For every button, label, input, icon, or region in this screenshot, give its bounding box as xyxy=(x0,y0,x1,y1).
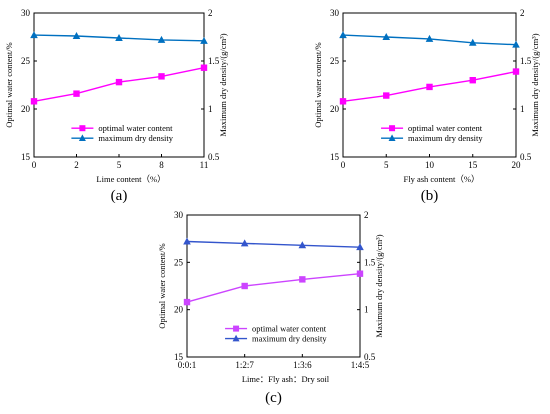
data-point-square xyxy=(73,90,80,97)
data-point-square xyxy=(299,276,306,283)
data-point-triangle xyxy=(339,31,347,39)
legend-label: optimal water content xyxy=(98,123,173,133)
y-left-tick-label: 25 xyxy=(21,56,31,66)
y-left-tick-label: 20 xyxy=(21,104,31,114)
panel-caption: (c) xyxy=(265,390,282,406)
series-line-2 xyxy=(186,240,361,248)
data-point-triangle xyxy=(183,237,191,245)
data-point-square xyxy=(339,98,347,105)
data-point-triangle xyxy=(382,33,391,40)
x-tick-label: 11 xyxy=(200,160,209,170)
legend-label: optimal water content xyxy=(252,324,327,334)
y-left-tick-label: 25 xyxy=(330,56,340,66)
legend-label: maximum dry density xyxy=(408,133,483,143)
x-tick-label: 2 xyxy=(74,160,79,170)
y-left-axis-label: Optimal water content/% xyxy=(313,42,323,127)
data-point-triangle xyxy=(512,40,520,48)
x-tick-label: 1:3:6 xyxy=(293,360,312,370)
data-point-triangle xyxy=(200,36,208,44)
legend-label: maximum dry density xyxy=(252,334,327,344)
data-point-square xyxy=(356,270,364,277)
y-left-tick-label: 30 xyxy=(174,210,184,220)
y-right-tick-label: 0.5 xyxy=(208,152,220,162)
series-line-1 xyxy=(186,273,361,303)
data-point-triangle xyxy=(425,34,434,42)
legend-label: optimal water content xyxy=(408,123,483,133)
data-point-triangle xyxy=(30,31,38,39)
y-right-tick-label: 1.5 xyxy=(520,56,532,66)
x-tick-label: 15 xyxy=(468,160,478,170)
y-right-tick-label: 2 xyxy=(364,210,369,220)
data-point-triangle xyxy=(468,38,477,46)
y-right-tick-label: 0.5 xyxy=(364,352,376,362)
y-left-tick-label: 15 xyxy=(330,152,340,162)
y-left-tick-label: 15 xyxy=(21,152,31,162)
y-right-tick-label: 0.5 xyxy=(520,152,532,162)
data-point-triangle xyxy=(298,241,307,249)
data-point-square xyxy=(158,73,165,80)
x-tick-label: 20 xyxy=(512,160,522,170)
data-point-triangle xyxy=(72,32,81,40)
x-axis-label: Lime：Fly ash：Dry soil xyxy=(242,374,330,384)
legend-marker-square xyxy=(233,325,240,332)
data-point-square xyxy=(469,77,476,84)
y-right-tick-label: 1.5 xyxy=(364,257,376,267)
y-left-tick-label: 30 xyxy=(21,8,31,18)
x-axis-label: Fly ash content（%） xyxy=(403,174,479,184)
y-right-axis-label: Maximum dry density/(g/cm³) xyxy=(530,33,540,136)
x-tick-label: 0:0:1 xyxy=(178,360,197,370)
panel-caption: (b) xyxy=(421,188,439,204)
legend-marker-triangle xyxy=(388,134,396,141)
data-point-triangle xyxy=(115,33,123,41)
y-left-tick-label: 15 xyxy=(174,352,184,362)
data-point-square xyxy=(183,298,191,306)
data-point-square xyxy=(30,98,38,105)
data-point-square xyxy=(200,64,208,71)
x-tick-label: 5 xyxy=(117,160,122,170)
data-point-triangle xyxy=(240,239,249,247)
panel-caption: (a) xyxy=(111,188,128,204)
x-tick-label: 0 xyxy=(341,160,346,170)
x-tick-label: 0 xyxy=(32,160,37,170)
data-point-triangle xyxy=(356,243,364,251)
data-point-square xyxy=(383,92,390,99)
data-point-square xyxy=(115,78,123,86)
legend-marker-square xyxy=(79,125,86,132)
y-right-axis-label: Maximum dry density/(g/cm³) xyxy=(218,33,228,136)
x-tick-label: 10 xyxy=(425,160,435,170)
legend-marker-triangle xyxy=(78,134,86,141)
data-point-square xyxy=(426,83,433,91)
x-axis-label: Lime content（%） xyxy=(96,174,165,184)
y-right-tick-label: 2 xyxy=(208,8,213,18)
legend-label: maximum dry density xyxy=(98,133,173,143)
y-left-axis-label: Optimal water content/% xyxy=(157,243,167,328)
x-tick-label: 8 xyxy=(159,160,164,170)
chart-panel-3: 15 20 25 30 0.5 1 1.5 2 0:0:1 1:2:7 1:3:6 1:4:5 Lime… xyxy=(157,210,384,406)
y-left-tick-label: 30 xyxy=(330,8,340,18)
legend-marker-square xyxy=(389,125,396,132)
data-point-triangle xyxy=(157,35,166,43)
y-right-tick-label: 1 xyxy=(520,104,525,114)
y-left-tick-label: 25 xyxy=(174,257,184,267)
y-right-axis-label: Maximum dry density/(g/cm³) xyxy=(374,234,384,337)
y-left-tick-label: 20 xyxy=(174,305,184,315)
y-right-tick-label: 1 xyxy=(208,104,213,114)
y-right-tick-label: 2 xyxy=(520,8,525,18)
data-point-square xyxy=(512,68,520,75)
plot-frame xyxy=(186,214,361,358)
legend-marker-triangle xyxy=(232,334,240,342)
y-right-tick-label: 1 xyxy=(364,305,369,315)
x-tick-label: 1:2:7 xyxy=(235,360,254,370)
y-left-tick-label: 20 xyxy=(330,104,340,114)
x-tick-label: 1:4:5 xyxy=(351,360,370,370)
data-point-square xyxy=(241,282,248,290)
x-tick-label: 5 xyxy=(384,160,389,170)
y-right-tick-label: 1.5 xyxy=(208,56,220,66)
y-left-axis-label: Optimal water content/% xyxy=(4,42,14,127)
